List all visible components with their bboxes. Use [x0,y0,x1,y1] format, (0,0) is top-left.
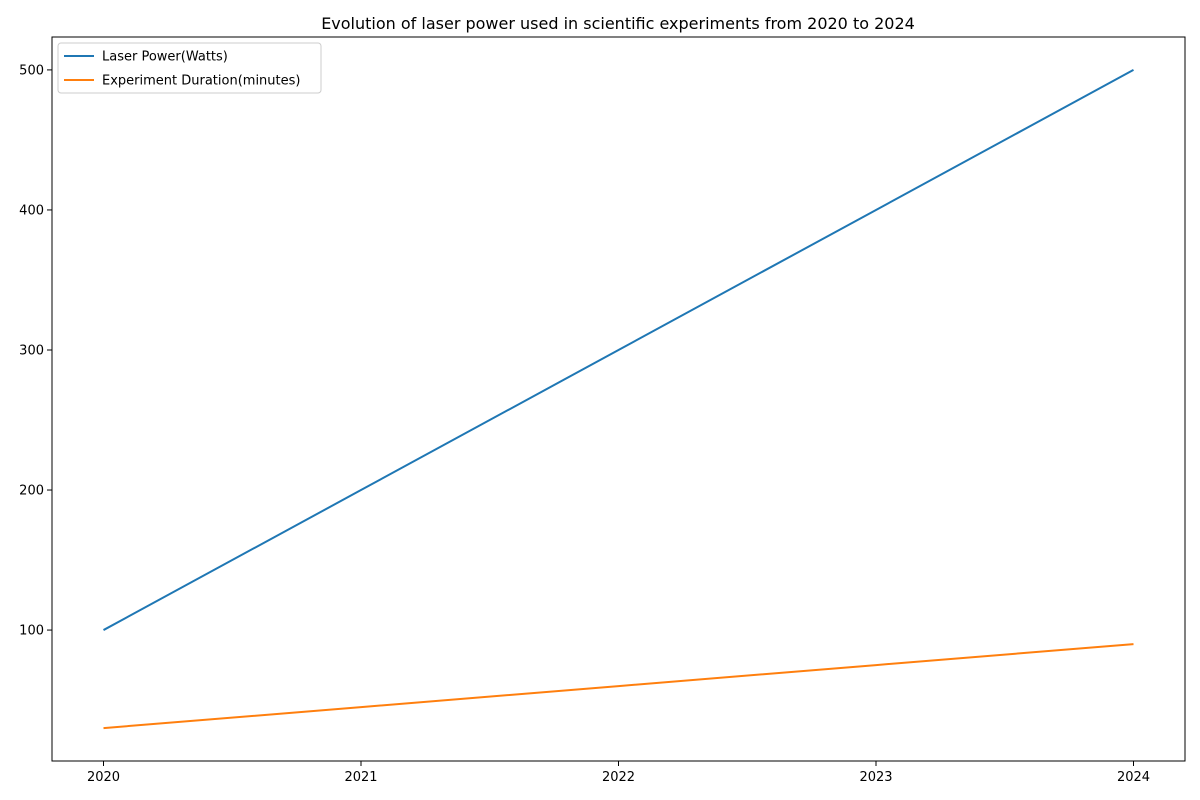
x-axis: 2020 2021 2022 2023 2024 [87,761,1150,785]
x-tick-label-2021: 2021 [344,770,377,785]
x-tick-label-2022: 2022 [602,770,635,785]
y-axis: 100 200 300 400 500 [19,63,52,639]
y-tick-label-200: 200 [19,484,44,499]
x-tick-label-2020: 2020 [87,770,120,785]
x-tick-label-2024: 2024 [1117,770,1150,785]
y-tick-label-100: 100 [19,624,44,639]
y-tick-label-500: 500 [19,63,44,78]
x-tick-label-2023: 2023 [859,770,892,785]
y-tick-label-300: 300 [19,343,44,358]
series-line-laser-power [103,69,1134,631]
y-tick-label-400: 400 [19,203,44,218]
chart-title: Evolution of laser power used in scienti… [321,14,915,33]
legend-box [57,42,322,94]
legend: Laser Power(Watts) Experiment Duration(m… [57,42,322,94]
series-layer [103,69,1134,730]
legend-label-laser-power: Laser Power(Watts) [102,50,228,65]
legend-label-experiment-duration: Experiment Duration(minutes) [102,74,300,89]
series-line-experiment-duration [103,643,1134,730]
